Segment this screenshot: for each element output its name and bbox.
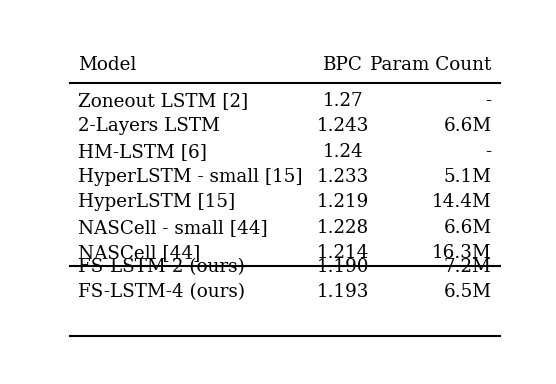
Text: 1.24: 1.24 bbox=[322, 142, 364, 161]
Text: 1.233: 1.233 bbox=[317, 168, 369, 186]
Text: 1.214: 1.214 bbox=[317, 244, 369, 262]
Text: 14.4M: 14.4M bbox=[432, 194, 492, 212]
Text: 5.1M: 5.1M bbox=[444, 168, 492, 186]
Text: 6.6M: 6.6M bbox=[444, 219, 492, 237]
Text: 2-Layers LSTM: 2-Layers LSTM bbox=[78, 117, 220, 135]
Text: 1.190: 1.190 bbox=[317, 258, 369, 276]
Text: 1.219: 1.219 bbox=[317, 194, 369, 212]
Text: HyperLSTM [15]: HyperLSTM [15] bbox=[78, 194, 235, 212]
Text: NASCell - small [44]: NASCell - small [44] bbox=[78, 219, 268, 237]
Text: FS-LSTM-4 (ours): FS-LSTM-4 (ours) bbox=[78, 283, 245, 301]
Text: HyperLSTM - small [15]: HyperLSTM - small [15] bbox=[78, 168, 303, 186]
Text: Zoneout LSTM [2]: Zoneout LSTM [2] bbox=[78, 92, 249, 110]
Text: Model: Model bbox=[78, 56, 136, 74]
Text: 1.243: 1.243 bbox=[317, 117, 369, 135]
Text: 1.228: 1.228 bbox=[317, 219, 369, 237]
Text: 6.5M: 6.5M bbox=[444, 283, 492, 301]
Text: 1.27: 1.27 bbox=[323, 92, 364, 110]
Text: 16.3M: 16.3M bbox=[432, 244, 492, 262]
Text: 6.6M: 6.6M bbox=[444, 117, 492, 135]
Text: Param Count: Param Count bbox=[370, 56, 492, 74]
Text: HM-LSTM [6]: HM-LSTM [6] bbox=[78, 142, 207, 161]
Text: -: - bbox=[485, 92, 492, 110]
Text: FS-LSTM-2 (ours): FS-LSTM-2 (ours) bbox=[78, 258, 245, 276]
Text: BPC: BPC bbox=[323, 56, 363, 74]
Text: 1.193: 1.193 bbox=[317, 283, 369, 301]
Text: 7.2M: 7.2M bbox=[444, 258, 492, 276]
Text: NASCell [44]: NASCell [44] bbox=[78, 244, 201, 262]
Text: -: - bbox=[485, 142, 492, 161]
